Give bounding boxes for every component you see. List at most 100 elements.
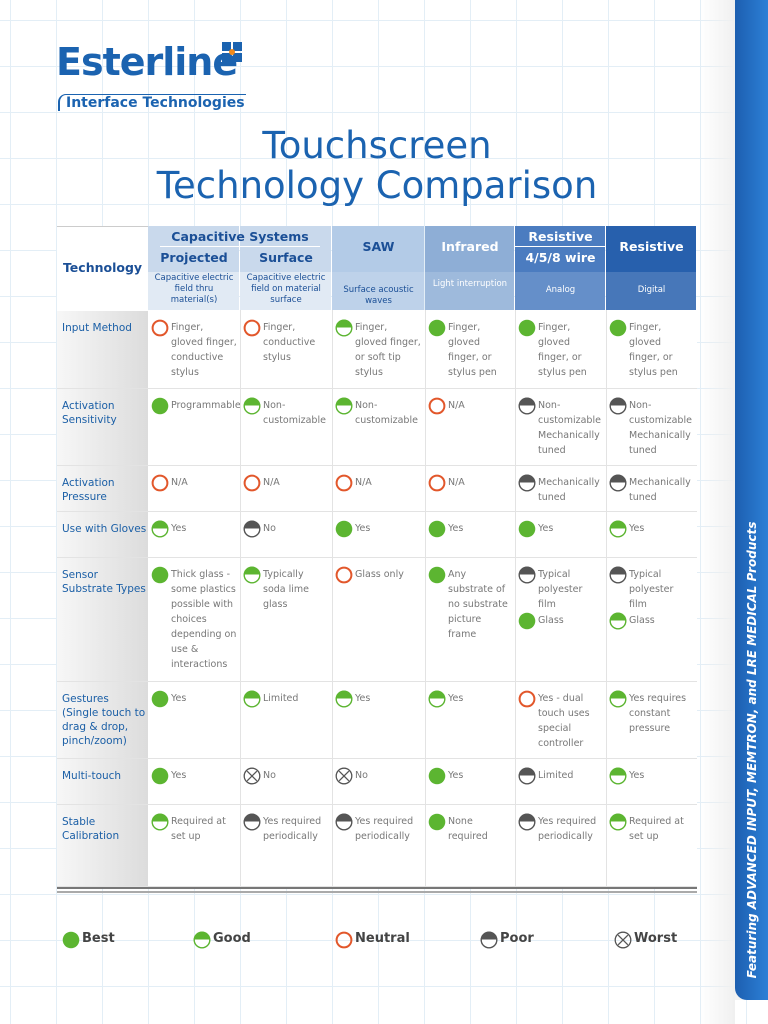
cell-text: Mechanically tuned [538,477,600,503]
col-rule [606,310,607,388]
table-bottom-rule [57,891,697,893]
cell-text: Any substrate of no substrate picture fr… [448,569,508,640]
cell-text: Glass [538,615,564,626]
rating-icon [609,474,627,492]
rating-icon [243,319,261,337]
column-name: Infrared [441,239,499,254]
column-desc: Capacitive electric field on material su… [246,273,326,305]
cell-text: Mechanically tuned [629,477,691,503]
col-rule [240,557,241,681]
rating-icon [243,566,261,584]
col-rule [332,758,333,804]
col-rule [425,557,426,681]
rating-icon [243,474,261,492]
title-line: Touchscreen [262,124,492,167]
rating-icon [609,520,627,538]
cell-text: Finger, gloved finger, or stylus pen [538,322,587,378]
rating-icon [243,813,261,831]
rating-icon [428,813,446,831]
cell-text: Programmable [171,400,241,411]
col-rule [425,681,426,758]
row-label: Stable Calibration [62,816,120,842]
rating-icon [428,690,446,708]
row-label: Input Method [62,322,132,334]
cell-text: N/A [263,477,280,488]
rating-icon [243,397,261,415]
column-desc: Surface acoustic waves [343,285,414,306]
rating-icon [335,767,353,785]
header-cell [606,226,696,310]
rating-icon [335,690,353,708]
rating-icon [335,319,353,337]
col-rule [606,804,607,886]
rating-icon [518,612,536,630]
col-rule [606,681,607,758]
legend-label: Best [82,931,115,946]
col-rule [240,511,241,557]
header-desc-band [148,272,239,310]
header-desc-band [240,272,331,310]
col-rule [332,557,333,681]
rating-icon [518,520,536,538]
col-rule [515,388,516,465]
row-label: Sensor Substrate Types [62,569,146,595]
cell-text: Finger, gloved finger, conductive stylus [171,322,237,378]
rating-icon [609,813,627,831]
cell-text: Finger, gloved finger, or stylus pen [629,322,678,378]
col-rule [515,557,516,681]
cell-text: N/A [171,477,188,488]
logo-mark [222,42,242,62]
column-desc: Analog [545,285,576,295]
cell-text: Yes [355,523,371,534]
col-rule [332,388,333,465]
row-rule [57,388,697,389]
header-cell [148,226,239,310]
legend-label: Good [213,931,251,946]
col-rule [332,465,333,511]
cell-text: Thick glass - some plastics possible wit… [171,569,237,670]
cells-bg [148,310,697,886]
rating-icon [243,690,261,708]
rating-icon [614,931,632,949]
rating-icon [609,319,627,337]
cell-text: Yes requires constant pressure [629,693,687,734]
col-rule [606,758,607,804]
logo-rule [58,94,246,111]
cell-text: Non-customizable [263,400,326,426]
rating-icon [151,690,169,708]
col-rule [240,465,241,511]
row-rule [57,758,697,759]
column-desc: Capacitive electric field thru material(… [154,273,234,305]
header-desc-band [515,272,605,310]
cell-text: Typical polyester film [538,569,583,610]
col-rule [515,511,516,557]
column-name: SAW [362,239,395,254]
cell-text: Required at set up [629,816,684,842]
cell-text: Finger, conductive stylus [263,322,316,363]
col-rule [425,465,426,511]
cell-text: Yes [171,693,187,704]
rating-icon [243,767,261,785]
rating-icon [609,612,627,630]
rating-icon [518,397,536,415]
cell-text: Yes [629,523,645,534]
rating-icon [609,397,627,415]
col-rule [606,511,607,557]
rating-icon [609,566,627,584]
rating-icon [518,566,536,584]
logo-subtitle: Interface Technologies [66,95,245,111]
cell-text: Glass [629,615,655,626]
col-rule [515,310,516,388]
row-rule [57,557,697,558]
rating-icon [151,520,169,538]
cell-text: Required at set up [171,816,226,842]
header-corner [57,226,148,311]
rating-icon [193,931,211,949]
col-rule [515,465,516,511]
col-rule [332,804,333,886]
header-desc-band [332,272,424,310]
header-cell [332,226,424,310]
cell-text: Yes [448,523,464,534]
